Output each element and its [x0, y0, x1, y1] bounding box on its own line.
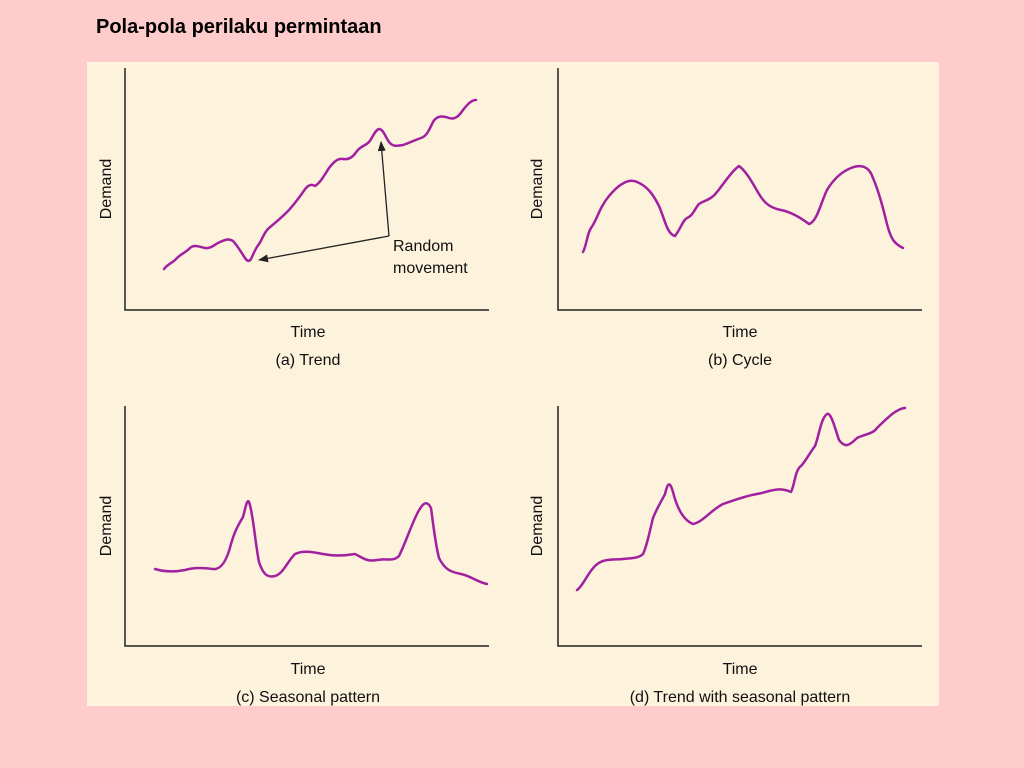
slide-title: Pola-pola perilaku permintaan [96, 16, 382, 38]
panel-b-xlabel: Time [723, 324, 758, 341]
panel-b-ylabel: Demand [529, 159, 546, 219]
panel-c-curve [153, 499, 489, 586]
panel-b-curve [581, 164, 905, 254]
panel-c-caption: (c) Seasonal pattern [236, 689, 380, 706]
panel-a-caption: (a) Trend [276, 352, 341, 369]
panel-d-axes [557, 406, 922, 647]
panel-a-xlabel: Time [291, 324, 326, 341]
panel-d-caption: (d) Trend with seasonal pattern [630, 689, 851, 706]
panel-a-ylabel: Demand [98, 159, 115, 219]
panel-c: Demand Time (c) Seasonal pattern [98, 406, 489, 706]
panel-d-xlabel: Time [723, 661, 758, 678]
panel-b-axes [557, 68, 922, 311]
panel-c-axes [124, 406, 489, 647]
panel-a: Random movement Demand Time (a) Trend [98, 68, 489, 369]
panel-c-xlabel: Time [291, 661, 326, 678]
figure-panel: Random movement Demand Time (a) Trend De… [87, 62, 939, 706]
annotation-movement: movement [393, 260, 468, 277]
panel-a-curve [162, 98, 478, 271]
panel-d: Demand Time (d) Trend with seasonal patt… [529, 406, 922, 706]
panel-c-ylabel: Demand [98, 496, 115, 556]
random-movement-arrow-2 [377, 141, 390, 237]
random-movement-arrow-1 [258, 235, 390, 263]
panel-b: Demand Time (b) Cycle [529, 68, 922, 369]
panel-b-caption: (b) Cycle [708, 352, 772, 369]
panel-d-ylabel: Demand [529, 496, 546, 556]
panel-d-curve [575, 406, 907, 592]
demand-patterns-diagram: Random movement Demand Time (a) Trend De… [98, 68, 922, 706]
annotation-random: Random [393, 238, 453, 255]
panel-a-axes [124, 68, 489, 311]
